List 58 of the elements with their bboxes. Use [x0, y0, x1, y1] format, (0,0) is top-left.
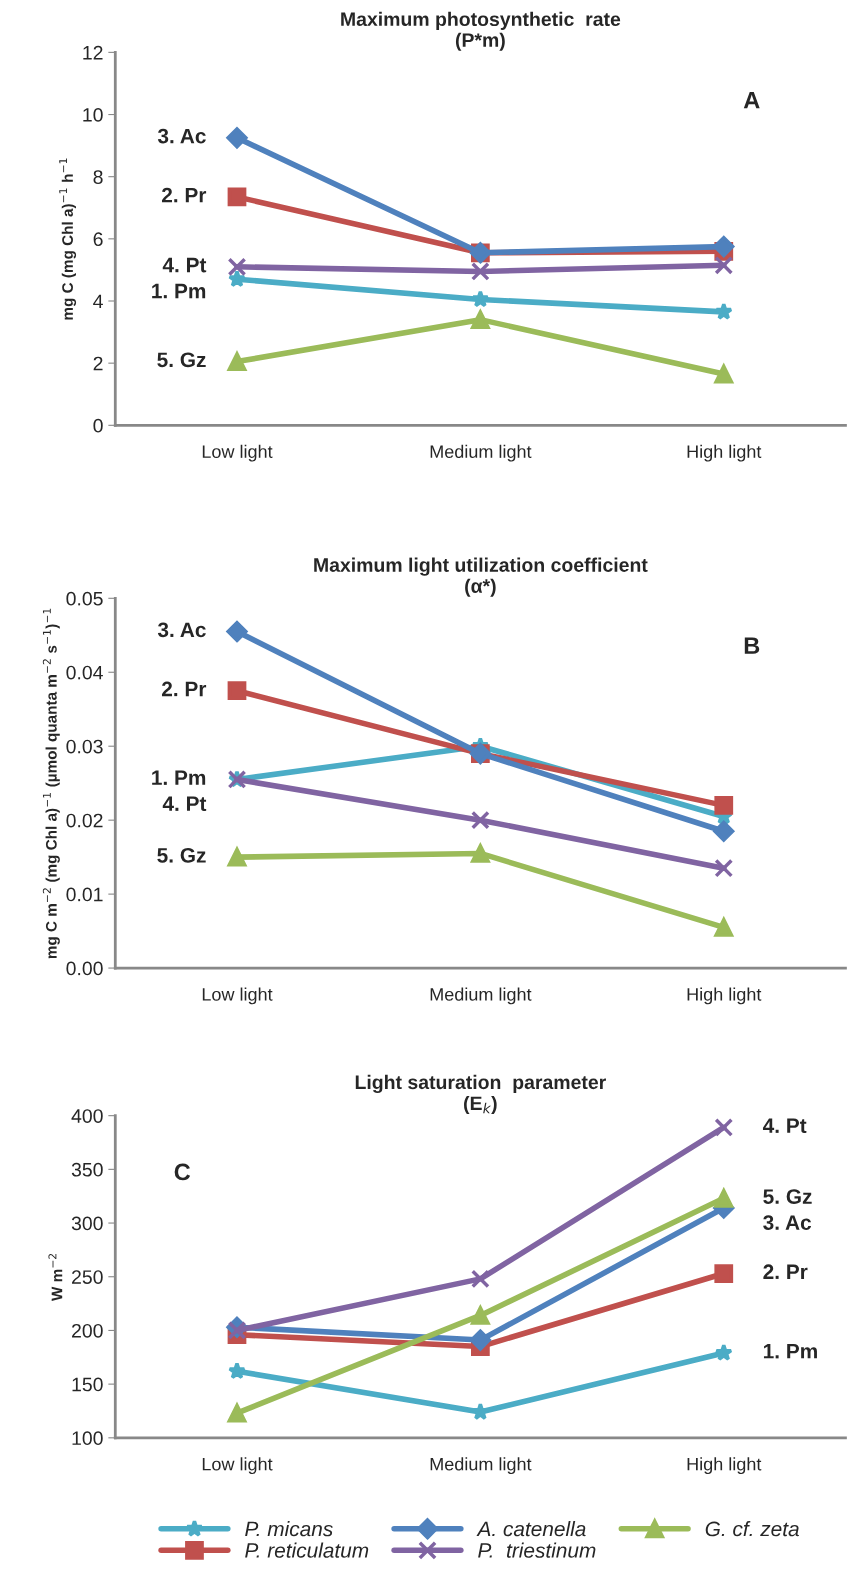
y-tick-label: 150 [72, 1377, 103, 1392]
y-tick-label: 0.02 [66, 813, 103, 828]
y-tick-label: 400 [71, 1109, 103, 1123]
annotation: 3. Ac [763, 1215, 812, 1230]
annotation: B [744, 637, 760, 654]
y-tick-label: 200 [72, 1323, 103, 1338]
annotation: 4. Pt [162, 796, 207, 812]
annotation: 5. Gz [157, 847, 206, 863]
chart-title: Maximum light utilization coefficient (α*) [314, 557, 648, 597]
annotation: A [743, 92, 760, 109]
x-tick-label: Medium light [430, 987, 532, 1005]
annotation: 2. Pr [763, 1264, 808, 1279]
x-tick-label: High light [687, 987, 762, 1005]
annotation: 1. Pm [152, 770, 206, 785]
x-tick-label: Low light [202, 1457, 273, 1475]
x-tick-label: Medium light [430, 444, 532, 462]
x-tick-label: Medium light [430, 1457, 532, 1475]
y-tick-label: 6 [93, 232, 103, 247]
y-tick-label: 250 [72, 1270, 103, 1284]
legend-label: G. cf. zeta [705, 1521, 799, 1537]
annotation: 2. Pr [161, 187, 207, 203]
y-tick-label: 350 [71, 1162, 103, 1177]
annotation: 1. Pm [152, 283, 206, 299]
x-tick-label: High light [687, 444, 762, 462]
y-axis-title: mg C (mg Chl a)$^{−1}$ h$^{−1}$ [59, 158, 77, 320]
y-tick-label: 0.00 [66, 961, 103, 976]
x-tick-label: High light [687, 1457, 762, 1475]
y-tick-label: 100 [72, 1431, 103, 1446]
y-tick-label: 2 [93, 356, 103, 371]
annotation: 2. Pr [161, 681, 207, 697]
annotation: 5. Gz [157, 352, 206, 368]
legend-label: A. catenella [476, 1521, 586, 1537]
chart-title: Maximum photosynthetic rate (P*m) [341, 11, 621, 51]
y-tick-label: 12 [83, 45, 103, 60]
chart-title: Light saturation parameter (E$_{k}$) [355, 1074, 606, 1115]
x-tick-label: Low light [202, 444, 273, 462]
y-axis-title: W m$^{−2}$ [48, 1253, 63, 1302]
y-tick-label: 0.01 [66, 887, 103, 902]
legend-label: P. reticulatum [245, 1542, 369, 1558]
y-tick-label: 4 [93, 294, 103, 309]
y-tick-label: 10 [83, 108, 103, 122]
annotation: 4. Pt [162, 257, 207, 273]
annotation: 3. Ac [157, 128, 206, 144]
annotation: 4. Pt [762, 1118, 807, 1134]
y-tick-label: 0 [93, 418, 103, 433]
y-tick-label: 300 [71, 1216, 103, 1231]
annotation: 1. Pm [763, 1344, 817, 1359]
text: mg C m$^{−2}$ (mg Chl a)$^{−1}$ (µmol quanta m$^{−2}$ s$^{−1}$)$^{−1}$ [42, 608, 60, 959]
annotation: 3. Ac [157, 622, 206, 638]
y-tick-label: 0.03 [66, 739, 103, 754]
y-tick-label: 8 [93, 170, 103, 184]
y-tick-label: 0.04 [66, 665, 103, 680]
annotation: 5. Gz [763, 1189, 812, 1204]
legend-label: P. micans [245, 1521, 333, 1537]
annotation: C [174, 1163, 191, 1181]
legend-label: P. triestinum [478, 1542, 596, 1558]
y-tick-label: 0.05 [66, 591, 103, 606]
x-tick-label: Low light [202, 987, 273, 1005]
